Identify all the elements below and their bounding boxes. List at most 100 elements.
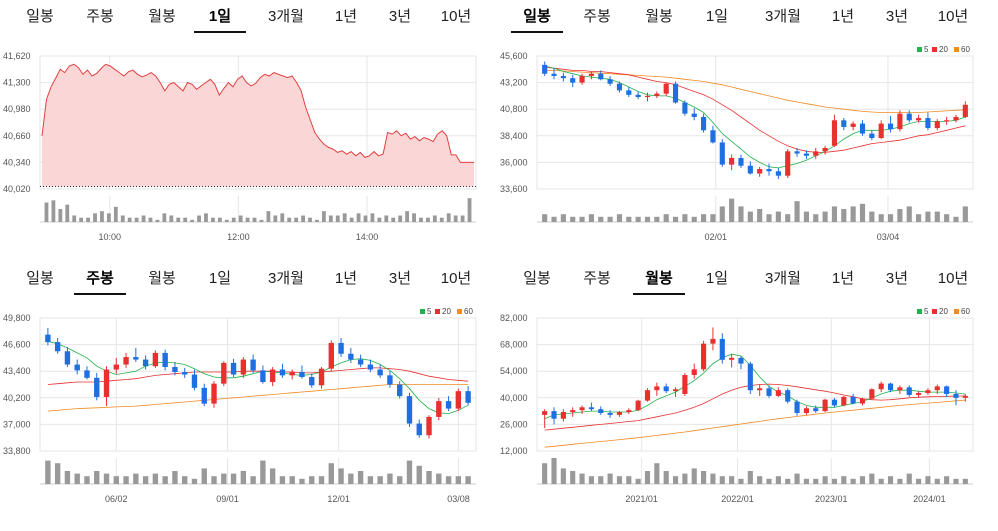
tab-daily[interactable]: 일봉 <box>523 270 551 287</box>
tab-1year[interactable]: 1년 <box>831 8 855 25</box>
volume-bar <box>65 204 70 222</box>
candle-body <box>455 391 462 409</box>
candle <box>387 371 393 388</box>
tab-10years[interactable]: 10년 <box>440 8 472 25</box>
candle-body <box>859 398 866 404</box>
tab-weekly[interactable]: 주봉 <box>86 8 114 25</box>
candle-body <box>925 390 931 394</box>
tab-10years[interactable]: 10년 <box>440 270 472 287</box>
volume-bar <box>384 215 389 222</box>
volume-bar <box>45 460 51 484</box>
y-tick-label: 41,300 <box>3 78 31 88</box>
candle <box>260 365 266 384</box>
y-tick-label: 54,000 <box>500 366 528 376</box>
y-tick-label: 49,800 <box>3 313 31 323</box>
chart-svg: 49,800 46,600 43,400 40,200 37,000 33,800 06/0… <box>3 307 477 504</box>
candle <box>570 74 576 88</box>
tab-1day[interactable]: 1일 <box>705 270 729 287</box>
volume-bar <box>672 476 679 484</box>
volume-bar <box>106 213 111 222</box>
volume-bar <box>308 217 312 222</box>
candle-body <box>260 370 266 383</box>
volume-bar <box>367 476 374 484</box>
volume-bar <box>318 476 325 484</box>
candle <box>123 352 129 368</box>
volume-bar <box>432 215 437 222</box>
tab-3months[interactable]: 3개월 <box>765 8 801 25</box>
candle-body <box>269 369 276 383</box>
candle <box>934 119 940 131</box>
volume-bar <box>635 216 641 222</box>
tab-1year[interactable]: 1년 <box>334 270 358 287</box>
candle-body <box>94 377 100 397</box>
volume-bar <box>51 200 56 222</box>
volume-bar <box>211 217 215 222</box>
volume-bar <box>377 476 383 484</box>
volume-bar <box>260 460 266 484</box>
candle <box>822 145 828 155</box>
tab-daily[interactable]: 일봉 <box>26 8 54 25</box>
candle <box>785 149 791 178</box>
candle-body <box>103 369 110 397</box>
candle-body <box>191 374 198 388</box>
tab-daily[interactable]: 일봉 <box>511 0 563 33</box>
volume-bar <box>934 211 940 222</box>
candle <box>201 383 207 407</box>
tab-3years[interactable]: 3년 <box>388 270 412 287</box>
tab-3years[interactable]: 3년 <box>885 8 909 25</box>
candle-body <box>869 389 875 399</box>
tab-3years[interactable]: 3년 <box>885 270 909 287</box>
tab-1day[interactable]: 1일 <box>705 8 729 25</box>
tab-monthly[interactable]: 월봉 <box>633 262 685 295</box>
volume-bar <box>266 211 271 222</box>
volume-bar <box>238 215 243 222</box>
candle-body <box>757 169 763 174</box>
tab-monthly[interactable]: 월봉 <box>148 8 176 25</box>
volume-bar <box>691 468 697 484</box>
tab-3months[interactable]: 3개월 <box>268 8 304 25</box>
volume-bar <box>142 476 149 484</box>
tab-1year[interactable]: 1년 <box>334 8 358 25</box>
volume-bar <box>155 219 160 222</box>
candle <box>644 92 651 102</box>
tab-3months[interactable]: 3개월 <box>765 270 801 287</box>
candle <box>588 402 594 412</box>
ma20-line <box>544 383 966 431</box>
candle <box>152 350 159 368</box>
tab-weekly[interactable]: 주봉 <box>583 8 611 25</box>
volume-bar <box>231 217 236 222</box>
volume-bar <box>729 198 735 222</box>
tab-monthly[interactable]: 월봉 <box>148 270 176 287</box>
candle-body <box>672 389 679 392</box>
candle-body <box>152 352 159 367</box>
volume-bar <box>831 478 838 484</box>
candle-body <box>747 363 753 391</box>
panel-intraday: 일봉 주봉 월봉 1일 3개월 1년 3년 10년 41,620 41,300 40,980 40,… <box>0 0 488 262</box>
candle-body <box>397 384 403 397</box>
y-tick-label: 41,620 <box>3 51 31 61</box>
tab-weekly[interactable]: 주봉 <box>583 270 611 287</box>
volume-bar <box>551 216 557 222</box>
tab-1day[interactable]: 1일 <box>194 0 246 33</box>
candle <box>626 408 632 414</box>
volume-bar <box>377 217 382 222</box>
volume-bar <box>785 214 791 222</box>
tab-3years[interactable]: 3년 <box>388 8 412 25</box>
tab-1day[interactable]: 1일 <box>208 270 232 287</box>
tab-10years[interactable]: 10년 <box>937 8 969 25</box>
candle-body <box>406 396 413 424</box>
candle-body <box>598 73 604 80</box>
tab-daily[interactable]: 일봉 <box>26 270 54 287</box>
volume-bar <box>64 471 71 484</box>
volume-bar <box>152 473 159 484</box>
tab-10years[interactable]: 10년 <box>937 270 969 287</box>
tab-1year[interactable]: 1년 <box>831 270 855 287</box>
candle <box>897 110 903 132</box>
volume-bar <box>626 476 632 484</box>
tab-3months[interactable]: 3개월 <box>268 270 304 287</box>
tab-monthly[interactable]: 월봉 <box>645 8 673 25</box>
x-tick-label: 10:00 <box>98 232 121 242</box>
candle-body <box>878 383 884 390</box>
candle <box>878 120 884 140</box>
tab-weekly[interactable]: 주봉 <box>74 262 126 295</box>
